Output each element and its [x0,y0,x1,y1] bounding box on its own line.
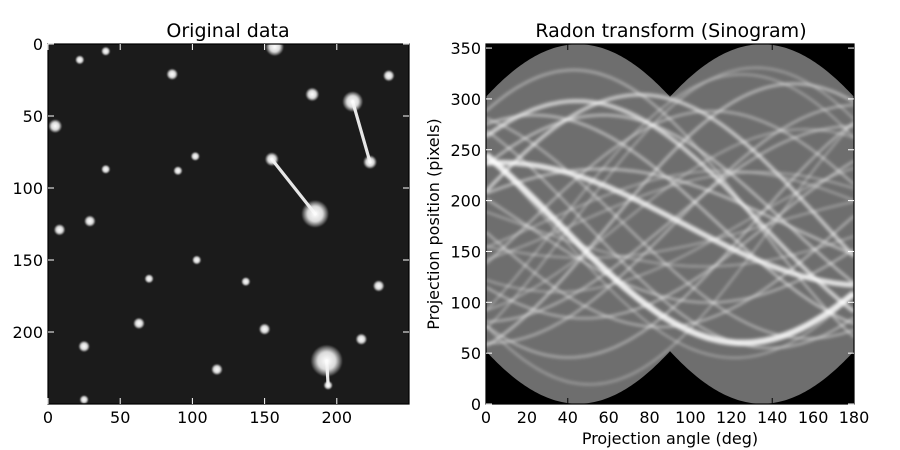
sinogram-trace [486,153,854,359]
x-tick-label: 120 [716,408,747,427]
y-tick-label: 200 [450,192,481,211]
sinogram-trace [486,197,854,304]
sinogram-trace [486,159,854,320]
bright-spot [79,395,89,404]
left-ticks: 0 50 100 150 200 0 50 100 150 200 [12,35,409,427]
x-tick-label: 20 [517,408,537,427]
left-title: Original data [166,20,289,42]
x-tick-label: 80 [639,408,659,427]
y-tick-label: 150 [12,251,43,270]
bright-spot [310,344,343,377]
bright-spot [101,46,111,56]
right-xlabel: Projection angle (deg) [582,429,758,448]
sinogram-trace [486,113,854,285]
bright-spot [48,119,63,134]
bright-spot [241,276,251,287]
sinogram-image [486,44,854,404]
x-tick-label: 100 [177,408,208,427]
y-tick-label: 100 [12,179,43,198]
bright-spot [144,274,154,284]
x-tick-label: 150 [249,408,280,427]
sinogram-trace [486,82,854,348]
bright-spot [211,363,223,376]
bright-spot [53,223,66,236]
x-tick-label: 160 [798,408,829,427]
sinogram-trace [486,167,854,256]
sinogram-trace [486,171,854,261]
bright-spot [84,215,96,227]
sinogram-trace [486,128,854,312]
bright-spot [258,323,271,335]
bright-spot [323,380,333,390]
bright-spot [265,44,284,57]
bright-spot [78,340,90,353]
sinogram-trace [486,210,854,268]
bright-spot [75,55,85,65]
sinogram-trace [486,98,854,314]
left-panel: Original data 0 50 100 150 200 0 50 100 150 200 [12,20,410,427]
bright-spot [363,155,377,170]
bright-spot [301,200,330,228]
bright-spot [305,87,320,102]
y-tick-label: 0 [471,395,481,414]
sinogram-trace [486,215,854,329]
right-panel: Radon transform (Sinogram) 0 20 40 60 80 100 1… [424,20,869,448]
right-axes-frame [485,43,855,405]
sinogram-trace [486,152,854,346]
y-tick-label: 50 [23,107,43,126]
bright-spot [372,280,385,292]
bright-spot [342,91,364,112]
bright-spot [355,333,368,345]
x-tick-label: 0 [43,408,53,427]
bright-spot [133,317,145,330]
y-tick-label: 200 [12,323,43,342]
bright-spot [264,152,279,167]
y-tick-label: 250 [450,141,481,160]
sinogram-curves [486,66,854,386]
x-tick-label: 100 [675,408,706,427]
left-image-marks [48,44,395,404]
left-image [48,44,409,404]
sinogram-trace [486,167,854,293]
y-tick-label: 50 [461,344,481,363]
sinogram-trace [486,113,854,325]
sinogram-trace [486,159,854,288]
x-tick-label: 140 [757,408,788,427]
x-tick-label: 180 [839,408,870,427]
bright-spot [192,255,202,265]
bright-spot [190,151,200,161]
bright-spot [383,69,395,82]
sinogram-trace [486,200,854,259]
x-tick-label: 200 [322,408,353,427]
x-tick-label: 50 [110,408,130,427]
y-tick-label: 0 [33,35,43,54]
sinogram-trace [486,103,854,345]
y-tick-label: 350 [450,39,481,58]
sinogram-trace [486,121,854,359]
x-tick-label: 40 [558,408,578,427]
bright-spot [101,164,111,174]
y-tick-label: 300 [450,90,481,109]
sinogram-trace [486,117,854,340]
sinogram-trace [486,125,854,323]
y-tick-label: 100 [450,293,481,312]
right-ticks: 0 20 40 60 80 100 120 140 160 180 0 50 100 150 200 250 3… [450,39,869,427]
y-tick-label: 150 [450,242,481,261]
left-axes-frame [47,43,410,405]
bright-spot [166,68,178,81]
sinogram-trace [486,121,854,386]
right-ylabel: Projection position (pixels) [424,118,443,329]
streak-mark [351,99,372,164]
sinogram-envelope [486,44,854,404]
x-tick-label: 0 [481,408,491,427]
x-tick-label: 60 [598,408,618,427]
bright-spot [173,166,183,176]
sinogram-trace [486,93,854,258]
right-title: Radon transform (Sinogram) [535,20,806,42]
sinogram-trace [486,129,854,350]
